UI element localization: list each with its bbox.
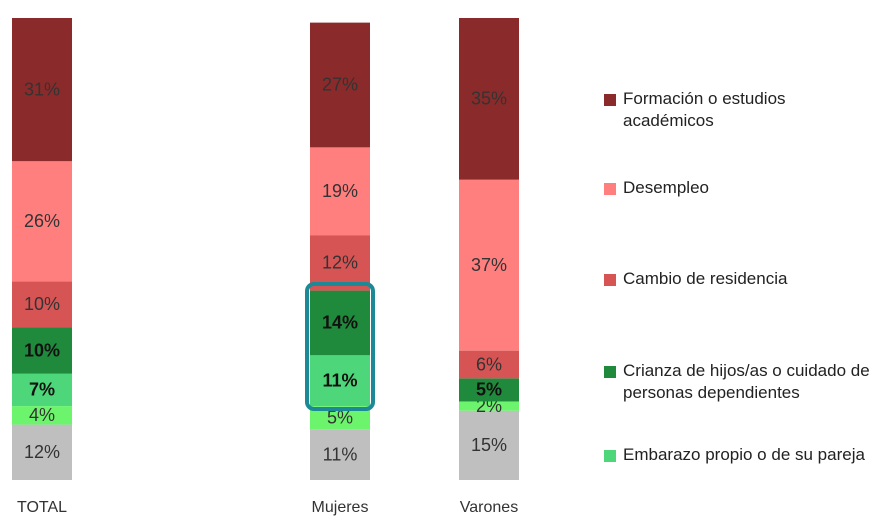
data-label: 11% — [323, 444, 358, 464]
data-label: 5% — [476, 380, 502, 400]
legend-entry: Desempleo — [604, 177, 874, 199]
x-tick-label: Varones — [460, 499, 518, 516]
legend-swatch — [604, 366, 616, 378]
x-tick-label: TOTAL — [17, 499, 67, 516]
legend-swatch — [604, 450, 616, 462]
data-label: 4% — [29, 405, 55, 425]
legend-swatch — [604, 183, 616, 195]
bar-segment — [310, 406, 370, 430]
bar-segment — [459, 378, 519, 402]
data-label: 37% — [471, 255, 507, 275]
data-label: 14% — [322, 313, 358, 333]
data-label: 19% — [322, 181, 358, 201]
legend-label: Embarazo propio o de su pareja — [623, 445, 865, 464]
data-label: 27% — [322, 75, 358, 95]
data-label: 7% — [29, 380, 55, 400]
bar-segment — [310, 355, 370, 407]
bar-segment — [459, 410, 519, 480]
legend-swatch — [604, 94, 616, 106]
data-label: 12% — [322, 253, 358, 273]
bar-segment — [459, 350, 519, 379]
data-label: 5% — [327, 407, 353, 427]
bar-segment — [459, 179, 519, 351]
bar-segment — [310, 235, 370, 291]
bar-segment — [310, 22, 370, 148]
legend-label: Crianza de hijos/as o cuidado de persona… — [623, 361, 870, 402]
bar-segment — [310, 147, 370, 236]
legend-entry: Formación o estudios académicos — [604, 88, 874, 132]
bar-segment — [12, 281, 72, 328]
data-label: 10% — [24, 294, 60, 314]
legend-label: Cambio de residencia — [623, 269, 788, 288]
data-label: 26% — [24, 211, 60, 231]
data-label: 35% — [471, 89, 507, 109]
bar-segment — [12, 18, 72, 162]
bar-segment — [12, 161, 72, 282]
bar-segment — [459, 18, 519, 180]
legend-swatch — [604, 274, 616, 286]
bar-segment — [12, 424, 72, 480]
bar-segment — [459, 401, 519, 411]
data-label: 31% — [24, 79, 60, 99]
bar-segment — [12, 406, 72, 425]
legend-entry: Cambio de residencia — [604, 268, 874, 290]
legend-entry: Embarazo propio o de su pareja — [604, 444, 874, 466]
x-tick-label: Mujeres — [312, 499, 369, 516]
data-label: 6% — [476, 354, 502, 374]
data-label: 15% — [471, 435, 507, 455]
bar-segment — [12, 373, 72, 407]
bar-segment — [310, 429, 370, 480]
bar-segment — [12, 327, 72, 374]
legend-entry: Crianza de hijos/as o cuidado de persona… — [604, 360, 874, 404]
bar-segment — [310, 290, 370, 356]
data-label: 12% — [24, 442, 60, 462]
data-label: 10% — [24, 340, 60, 360]
highlight-box — [305, 282, 375, 411]
data-label: 11% — [322, 370, 357, 390]
legend-label: Desempleo — [623, 178, 709, 197]
legend-label: Formación o estudios académicos — [623, 89, 786, 130]
